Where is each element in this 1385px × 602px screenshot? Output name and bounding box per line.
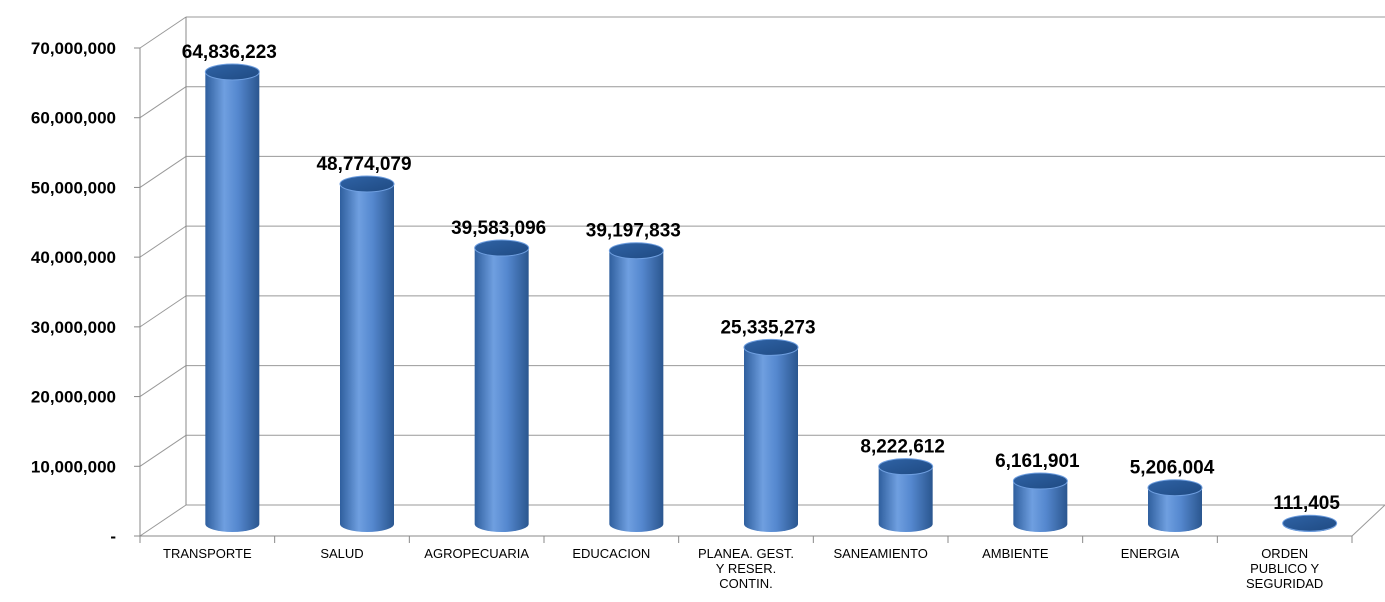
y-tick-label: 40,000,000 <box>31 248 116 267</box>
bar <box>339 175 395 533</box>
x-tick-label: SANEAMIENTO <box>833 546 927 561</box>
bar <box>878 458 934 532</box>
y-tick-label: 10,000,000 <box>31 457 116 476</box>
gridline-depth <box>139 295 187 328</box>
bar-body <box>878 466 933 532</box>
y-tick-label: 20,000,000 <box>31 388 116 407</box>
data-label: 111,405 <box>1273 493 1340 514</box>
gridline-depth <box>139 504 187 537</box>
x-tick-label-line: ENERGIA <box>1121 546 1180 561</box>
bar <box>1282 514 1338 532</box>
x-tick-label: SALUD <box>320 546 363 561</box>
bar-top <box>743 338 799 356</box>
x-tick-label-line: ORDEN <box>1261 546 1308 561</box>
x-tick-label-line: PLANEA. GEST. <box>698 546 794 561</box>
bar <box>1012 472 1068 532</box>
bar <box>608 242 664 532</box>
gridline-depth <box>139 156 187 188</box>
x-tick-label-line: Y RESER. <box>716 561 776 576</box>
labels: 64,836,223 TRANSPORTE 48,774,079 SALUD 39,58… <box>163 42 1340 591</box>
bar-body <box>1013 481 1068 532</box>
bar-body <box>474 248 529 533</box>
data-label: 39,197,833 <box>586 221 681 242</box>
bar-top <box>878 458 934 476</box>
bar <box>1147 479 1203 532</box>
y-tick-label: 60,000,000 <box>31 109 116 128</box>
gridline-depth <box>139 225 187 258</box>
x-tick-label-line: SALUD <box>320 546 363 561</box>
bars <box>204 63 1338 533</box>
gridline-depth <box>139 434 187 467</box>
data-label: 25,335,273 <box>720 317 815 338</box>
bar-top <box>1012 472 1068 490</box>
x-tick-label-line: PUBLICO Y <box>1250 561 1319 576</box>
gridline-depth <box>139 365 187 397</box>
bar-top <box>608 242 664 260</box>
x-tick-label-line: SANEAMIENTO <box>833 546 927 561</box>
bar-top <box>1147 479 1203 497</box>
y-tick-label: 30,000,000 <box>31 318 116 337</box>
x-tick-label: PLANEA. GEST. Y RESER. CONTIN. <box>698 546 794 591</box>
axes: - 10,000,000 20,000,000 30,000,000 40,000,00… <box>31 17 1353 546</box>
gridline-depth <box>139 16 187 49</box>
bar-top <box>339 175 395 193</box>
data-label: 64,836,223 <box>182 42 277 63</box>
floor-right-edge <box>1351 504 1385 537</box>
y-tick-label: 70,000,000 <box>31 39 116 58</box>
x-tick-label: AMBIENTE <box>982 546 1049 561</box>
bar-top <box>1282 514 1338 532</box>
y-tick-label: - <box>110 527 116 546</box>
x-tick-label: EDUCACION <box>572 546 650 561</box>
x-tick-label-line: EDUCACION <box>572 546 650 561</box>
x-tick-label: ORDEN PUBLICO Y SEGURIDAD <box>1246 546 1323 591</box>
data-label: 6,161,901 <box>995 451 1080 472</box>
bar-body <box>1148 487 1202 532</box>
bar <box>743 338 799 532</box>
x-tick-label-line: CONTIN. <box>719 576 772 591</box>
bar-body <box>744 347 798 532</box>
gridline-depth <box>139 86 187 119</box>
bar-body <box>609 250 664 532</box>
x-tick-label: TRANSPORTE <box>163 546 252 561</box>
bar <box>474 239 530 533</box>
data-label: 48,774,079 <box>316 154 411 175</box>
bar-body <box>205 71 260 532</box>
x-tick-label: ENERGIA <box>1121 546 1180 561</box>
bar-top <box>474 239 530 257</box>
x-tick-label-line: AMBIENTE <box>982 546 1049 561</box>
data-label: 8,222,612 <box>860 437 945 458</box>
x-tick-label-line: AGROPECUARIA <box>424 546 529 561</box>
data-label: 39,583,096 <box>451 218 546 239</box>
bar-body <box>340 183 394 533</box>
x-tick-label: AGROPECUARIA <box>424 546 529 561</box>
x-tick-label-line: TRANSPORTE <box>163 546 252 561</box>
y-tick-label: 50,000,000 <box>31 178 116 197</box>
x-tick-label-line: SEGURIDAD <box>1246 576 1323 591</box>
bar-top <box>204 63 260 81</box>
bar <box>204 63 260 532</box>
data-label: 5,206,004 <box>1130 458 1215 479</box>
